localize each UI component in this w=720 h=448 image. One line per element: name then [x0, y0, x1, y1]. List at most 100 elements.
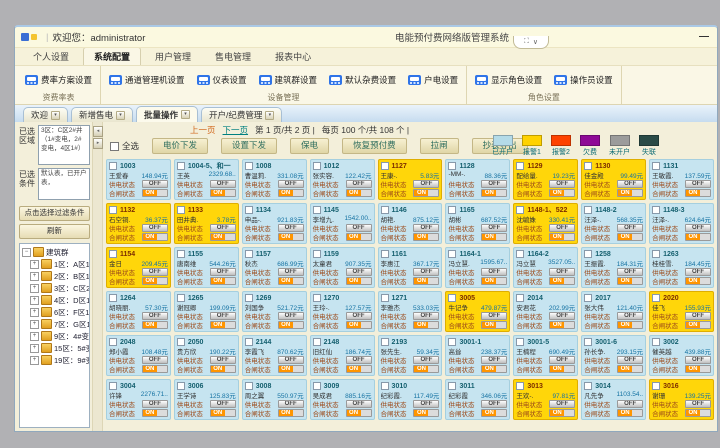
refresh-button[interactable]: 刷新: [19, 224, 90, 239]
toolbar-button-0[interactable]: 电价下发: [152, 138, 209, 154]
splitter-up-button[interactable]: ◂: [93, 126, 103, 137]
supply-toggle[interactable]: OFF: [684, 268, 711, 277]
expand-icon[interactable]: +: [30, 331, 39, 341]
room-checkbox[interactable]: [176, 382, 185, 390]
switch-toggle[interactable]: ON: [277, 365, 304, 374]
supply-toggle[interactable]: OFF: [141, 356, 168, 365]
switch-toggle[interactable]: ON: [345, 189, 372, 198]
selected-condition-box[interactable]: 默认表，已开户表，: [38, 168, 90, 200]
switch-toggle[interactable]: ON: [141, 277, 168, 286]
room-checkbox[interactable]: [176, 206, 185, 214]
expand-icon[interactable]: +: [30, 295, 39, 305]
supply-toggle[interactable]: OFF: [209, 356, 236, 365]
switch-toggle[interactable]: ON: [617, 233, 644, 242]
supply-toggle[interactable]: OFF: [141, 180, 168, 189]
switch-toggle[interactable]: ON: [209, 233, 236, 242]
room-checkbox[interactable]: [176, 294, 185, 302]
switch-toggle[interactable]: ON: [141, 233, 168, 242]
supply-toggle[interactable]: OFF: [617, 268, 644, 277]
room-checkbox[interactable]: [448, 162, 457, 170]
switch-toggle[interactable]: ON: [413, 189, 440, 198]
room-checkbox[interactable]: [584, 206, 593, 214]
supply-toggle[interactable]: OFF: [277, 268, 304, 277]
switch-toggle[interactable]: ON: [345, 321, 372, 330]
room-checkbox[interactable]: [244, 162, 253, 170]
switch-toggle[interactable]: ON: [209, 409, 236, 418]
room-checkbox[interactable]: [312, 338, 321, 346]
ribbon-button[interactable]: 费率方案设置: [23, 73, 94, 87]
room-checkbox[interactable]: [516, 250, 525, 258]
supply-toggle[interactable]: OFF: [549, 180, 576, 189]
room-checkbox[interactable]: [244, 250, 253, 258]
doc-tab-3[interactable]: 开户/纪费管理 ▾: [201, 107, 283, 122]
room-checkbox[interactable]: [652, 206, 661, 214]
select-all-checkbox[interactable]: [110, 141, 119, 151]
room-checkbox[interactable]: [584, 162, 593, 170]
switch-toggle[interactable]: ON: [277, 277, 304, 286]
supply-toggle[interactable]: OFF: [141, 312, 168, 321]
supply-toggle[interactable]: OFF: [684, 224, 711, 233]
ribbon-button[interactable]: 默认杂费设置: [327, 73, 398, 87]
select-all[interactable]: 全选: [110, 140, 139, 152]
ribbon-button[interactable]: 通道管理机设置: [107, 73, 187, 87]
room-checkbox[interactable]: [380, 382, 389, 390]
room-checkbox[interactable]: [584, 382, 593, 390]
room-checkbox[interactable]: [312, 250, 321, 258]
room-checkbox[interactable]: [312, 294, 321, 302]
switch-toggle[interactable]: ON: [413, 277, 440, 286]
room-checkbox[interactable]: [176, 162, 185, 170]
toolbar-button-4[interactable]: 拉闸: [419, 138, 459, 154]
room-checkbox[interactable]: [448, 382, 457, 390]
switch-toggle[interactable]: ON: [413, 233, 440, 242]
switch-toggle[interactable]: ON: [481, 365, 508, 374]
menu-tab-2[interactable]: 用户管理: [155, 52, 192, 62]
panel-splitter[interactable]: ◂ ▸: [93, 122, 103, 431]
tree-node-5[interactable]: +7区：G区1#井: [22, 318, 89, 330]
selected-area-box[interactable]: 3区：C区2#井（1#变电，2#变电，4区1#）: [38, 125, 90, 165]
toolbar-button-3[interactable]: 恢复预付费: [342, 138, 407, 154]
switch-toggle[interactable]: ON: [277, 409, 304, 418]
room-checkbox[interactable]: [312, 162, 321, 170]
window-options-pill[interactable]: ⛶ ∨: [513, 36, 549, 49]
switch-toggle[interactable]: ON: [277, 189, 304, 198]
room-checkbox[interactable]: [380, 162, 389, 170]
supply-toggle[interactable]: OFF: [345, 312, 372, 321]
supply-toggle[interactable]: OFF: [413, 312, 440, 321]
supply-toggle[interactable]: OFF: [549, 356, 576, 365]
tree-node-4[interactable]: +6区：F区1#井（F区）: [22, 306, 89, 318]
doc-tab-0[interactable]: 欢迎 ▾: [23, 107, 69, 122]
switch-toggle[interactable]: ON: [481, 409, 508, 418]
supply-toggle[interactable]: OFF: [345, 400, 372, 409]
supply-toggle[interactable]: OFF: [617, 312, 644, 321]
room-checkbox[interactable]: [448, 294, 457, 302]
room-checkbox[interactable]: [516, 338, 525, 346]
switch-toggle[interactable]: ON: [481, 189, 508, 198]
minimize-button[interactable]: —: [699, 31, 709, 42]
room-checkbox[interactable]: [109, 294, 117, 302]
supply-toggle[interactable]: OFF: [684, 312, 711, 321]
tree-node-root[interactable]: − 建筑群: [22, 246, 89, 258]
menu-tab-3[interactable]: 售电管理: [215, 52, 252, 62]
supply-toggle[interactable]: OFF: [481, 400, 508, 409]
supply-toggle[interactable]: OFF: [549, 224, 576, 233]
switch-toggle[interactable]: ON: [549, 277, 576, 286]
room-checkbox[interactable]: [516, 382, 525, 390]
tab-menu-icon[interactable]: ▾: [181, 110, 191, 119]
expand-icon[interactable]: +: [30, 355, 39, 365]
tab-menu-icon[interactable]: ▾: [51, 110, 61, 120]
supply-toggle[interactable]: OFF: [345, 356, 372, 365]
supply-toggle[interactable]: OFF: [141, 224, 168, 233]
tree-node-1[interactable]: +2区：B区1#井（双区）: [22, 270, 89, 282]
supply-toggle[interactable]: OFF: [549, 312, 576, 321]
room-checkbox[interactable]: [312, 206, 321, 214]
supply-toggle[interactable]: OFF: [141, 268, 168, 277]
supply-toggle[interactable]: OFF: [413, 356, 440, 365]
switch-toggle[interactable]: ON: [345, 233, 372, 242]
supply-toggle[interactable]: OFF: [684, 180, 711, 189]
doc-tab-2[interactable]: 批量操作 ▾: [136, 106, 199, 122]
tree-node-0[interactable]: +1区：A区1#井: [22, 258, 89, 270]
switch-toggle[interactable]: ON: [345, 409, 372, 418]
toolbar-button-1[interactable]: 设置下发: [221, 138, 278, 154]
tree-node-8[interactable]: +19区：9#变电站（9#）: [22, 354, 89, 366]
switch-toggle[interactable]: ON: [617, 321, 644, 330]
